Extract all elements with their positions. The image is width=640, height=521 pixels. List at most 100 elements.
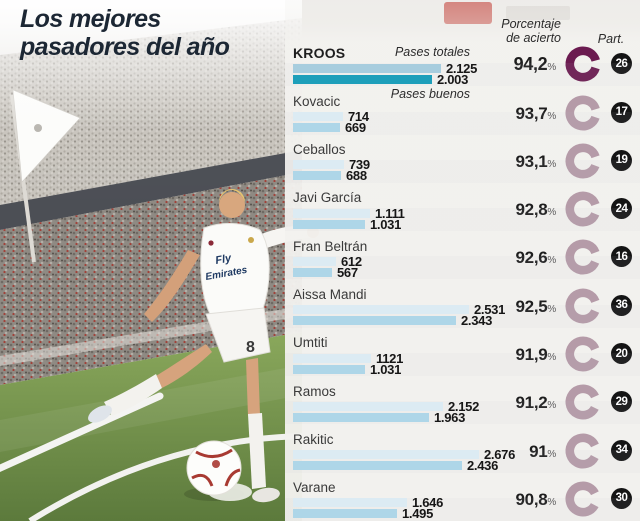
player-name: KROOS bbox=[293, 45, 346, 62]
jersey-number: 8 bbox=[246, 339, 255, 356]
player-name: Aissa Mandi bbox=[293, 287, 367, 303]
good-passes-bar bbox=[293, 219, 365, 229]
total-passes-value: 1.646 bbox=[412, 495, 444, 511]
player-row-javi-garcia: Javi García 1.111 1.031 92,8% 24 bbox=[285, 183, 640, 232]
player-left-arm bbox=[144, 250, 200, 322]
total-passes-bar bbox=[293, 160, 344, 170]
participation-badge: 24 bbox=[611, 198, 632, 220]
good-passes-bar bbox=[293, 461, 462, 471]
good-passes-value: 688 bbox=[346, 168, 367, 184]
good-passes-bar bbox=[293, 412, 429, 422]
participation-badge: 26 bbox=[611, 53, 632, 75]
good-passes-value: 2.003 bbox=[437, 71, 469, 87]
photo-mist bbox=[0, 0, 302, 130]
page-title: Los mejores pasadores del año bbox=[20, 5, 230, 61]
accuracy-ring bbox=[565, 239, 601, 275]
player-name: Ceballos bbox=[293, 142, 346, 158]
participation-badge: 17 bbox=[611, 101, 632, 123]
accuracy-ring bbox=[565, 95, 601, 131]
accuracy-ring bbox=[565, 46, 601, 82]
total-passes-bar bbox=[293, 353, 371, 363]
good-passes-value: 567 bbox=[337, 264, 358, 280]
good-passes-bar bbox=[293, 171, 341, 181]
touchline bbox=[0, 392, 164, 473]
participation-badge: 34 bbox=[611, 439, 632, 461]
accuracy-percentage: 93,1% bbox=[515, 151, 557, 171]
player-hair bbox=[219, 189, 245, 202]
participation-column-header: Part. bbox=[597, 32, 625, 46]
total-passes-value: 714 bbox=[348, 109, 369, 125]
good-passes-value: 2.343 bbox=[461, 313, 493, 329]
corner-arc-line bbox=[28, 433, 303, 521]
accuracy-ring bbox=[565, 336, 601, 372]
participation-badge: 29 bbox=[611, 391, 632, 413]
total-passes-bar bbox=[293, 112, 343, 122]
title-line2: pasadores del año bbox=[20, 33, 230, 61]
player-name: Kovacic bbox=[293, 93, 341, 109]
legend-total-passes: Pases totales bbox=[394, 45, 470, 60]
player-row-umtiti: Umtiti 1121 1.031 91,9% 20 bbox=[285, 328, 640, 377]
player-shorts bbox=[205, 307, 271, 363]
player-head bbox=[219, 192, 245, 218]
accuracy-percentage: 90,8% bbox=[515, 489, 557, 509]
player-row-kroos: KROOS Pases totales Pases buenos 2.125 2… bbox=[285, 38, 640, 101]
total-passes-value: 1121 bbox=[376, 350, 404, 366]
football bbox=[184, 440, 252, 501]
participation-badge: 19 bbox=[611, 149, 632, 171]
participation-badge: 16 bbox=[611, 246, 632, 268]
total-passes-value: 1.111 bbox=[375, 205, 405, 221]
player-jersey bbox=[200, 222, 270, 319]
total-passes-value: 2.152 bbox=[448, 398, 480, 414]
total-passes-bar bbox=[293, 63, 441, 73]
accuracy-percentage: 92,6% bbox=[515, 248, 557, 268]
good-passes-value: 1.963 bbox=[434, 409, 466, 425]
participation-badge: 30 bbox=[611, 487, 632, 509]
legend-good-passes: Pases buenos bbox=[390, 87, 470, 102]
total-passes-bar bbox=[293, 498, 407, 508]
player-row-aissa-mandi: Aissa Mandi 2.531 2.343 92,5% 36 bbox=[285, 279, 640, 329]
player-name: Umtiti bbox=[293, 335, 328, 351]
accuracy-percentage: 91,2% bbox=[515, 393, 557, 413]
player-row-rakitic: Rakitic 2.676 2.436 91% 34 bbox=[285, 424, 640, 474]
good-passes-value: 1.031 bbox=[370, 216, 402, 232]
total-passes-bar bbox=[293, 256, 336, 266]
good-passes-bar bbox=[293, 74, 432, 84]
good-passes-bar bbox=[293, 316, 456, 326]
accuracy-ring bbox=[565, 481, 601, 517]
participation-badge: 20 bbox=[611, 343, 632, 365]
good-passes-bar bbox=[293, 123, 340, 133]
title-line1: Los mejores bbox=[20, 5, 161, 33]
accuracy-percentage: 91% bbox=[529, 441, 556, 461]
good-passes-value: 1.031 bbox=[370, 361, 402, 377]
total-passes-bar bbox=[293, 305, 469, 315]
stats-panel: Porcentaje de acierto Part. KROOS Pases … bbox=[285, 0, 640, 521]
player-name: Rakitic bbox=[293, 431, 334, 447]
accuracy-ring bbox=[565, 143, 601, 179]
player-row-varane: Varane 1.646 1.495 90,8% 30 bbox=[285, 473, 640, 521]
accuracy-percentage: 94,2% bbox=[513, 54, 557, 75]
jersey-sponsor-line1: Fly bbox=[214, 252, 233, 267]
good-passes-bar bbox=[293, 267, 332, 277]
player-kicking-leg bbox=[156, 344, 212, 388]
player-name: Ramos bbox=[293, 383, 336, 399]
total-passes-value: 612 bbox=[341, 253, 362, 269]
accuracy-column-header: Porcentaje de acierto bbox=[501, 17, 561, 45]
player-name: Fran Beltrán bbox=[293, 238, 368, 254]
player-row-kovacic: Kovacic 714 669 93,7% 17 bbox=[285, 86, 640, 136]
accuracy-percentage: 91,9% bbox=[515, 345, 557, 365]
good-passes-value: 2.436 bbox=[467, 458, 499, 474]
good-passes-value: 669 bbox=[345, 120, 366, 136]
total-passes-value: 739 bbox=[349, 157, 370, 173]
player-figure: Fly Emirates 8 bbox=[88, 189, 319, 503]
good-passes-value: 1.495 bbox=[402, 506, 434, 521]
total-passes-bar bbox=[293, 208, 370, 218]
player-standing-leg bbox=[246, 358, 260, 416]
accuracy-ring bbox=[565, 288, 601, 324]
player-name: Javi García bbox=[293, 190, 362, 206]
total-passes-value: 2.531 bbox=[474, 302, 506, 318]
total-passes-value: 2.676 bbox=[484, 447, 516, 463]
accuracy-ring bbox=[565, 384, 601, 420]
player-row-fran-beltran: Fran Beltrán 612 567 92,6% 16 bbox=[285, 231, 640, 280]
